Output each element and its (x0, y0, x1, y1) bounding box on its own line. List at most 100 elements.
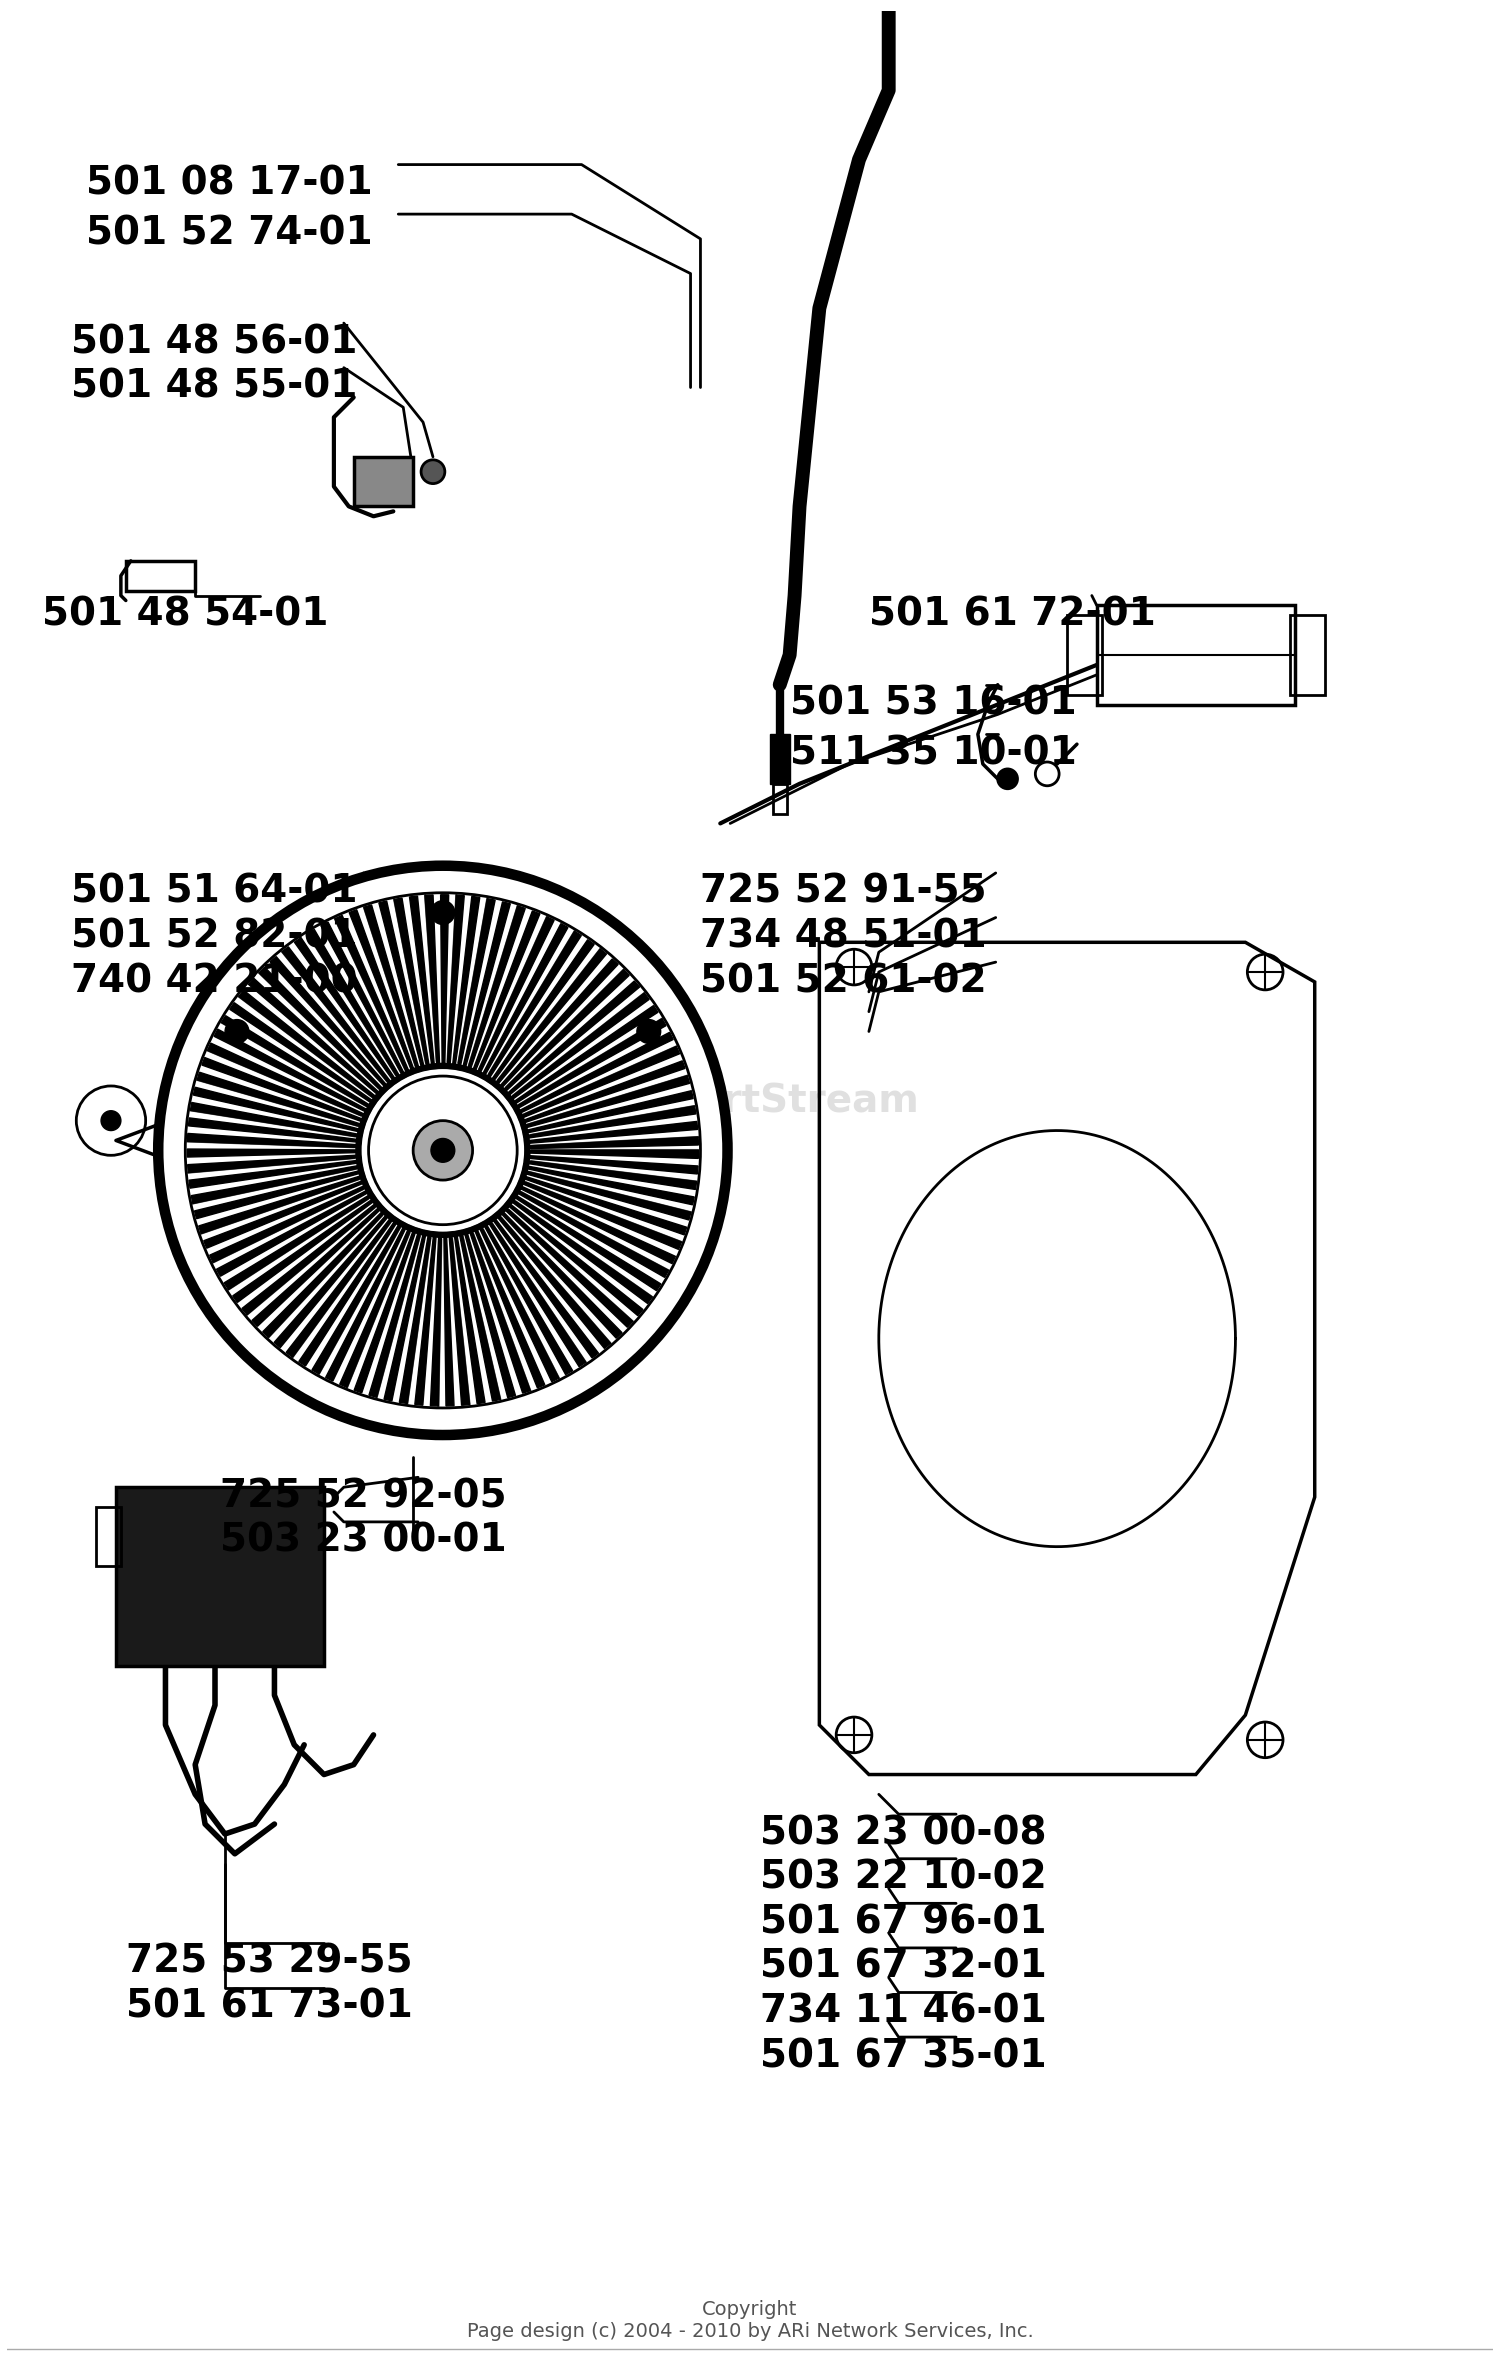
Polygon shape (530, 1161, 696, 1190)
Bar (96, 1506, 122, 1565)
Circle shape (422, 459, 446, 483)
Bar (1066, 616, 1101, 695)
Polygon shape (216, 1192, 368, 1275)
Polygon shape (189, 1118, 357, 1142)
Polygon shape (190, 1101, 357, 1137)
Polygon shape (503, 1213, 622, 1339)
Bar (116, 1487, 324, 1665)
Polygon shape (450, 1237, 470, 1406)
Polygon shape (424, 895, 439, 1063)
Bar (1290, 616, 1324, 695)
Polygon shape (492, 940, 594, 1080)
Polygon shape (194, 1087, 358, 1132)
Polygon shape (498, 1216, 610, 1349)
Polygon shape (312, 1225, 401, 1375)
Bar (354, 457, 413, 507)
Bar (772, 783, 786, 814)
Circle shape (100, 1111, 122, 1130)
Polygon shape (476, 1230, 544, 1387)
Polygon shape (520, 1187, 675, 1263)
Circle shape (998, 768, 1017, 790)
Text: 511 35 10-01: 511 35 10-01 (789, 735, 1077, 773)
Polygon shape (514, 1006, 658, 1104)
Polygon shape (454, 1237, 484, 1404)
Polygon shape (188, 1156, 356, 1173)
Polygon shape (474, 911, 540, 1071)
Text: 501 48 54-01: 501 48 54-01 (42, 595, 328, 633)
Polygon shape (465, 1235, 516, 1396)
Polygon shape (516, 1197, 662, 1292)
Polygon shape (526, 1075, 690, 1128)
Polygon shape (484, 1225, 573, 1375)
Polygon shape (488, 930, 582, 1078)
Text: 501 67 32-01: 501 67 32-01 (760, 1948, 1047, 1986)
Polygon shape (524, 1182, 681, 1249)
Polygon shape (512, 992, 650, 1099)
Polygon shape (480, 1228, 560, 1382)
Text: 501 61 72-01: 501 61 72-01 (868, 595, 1155, 633)
Polygon shape (334, 916, 408, 1071)
Polygon shape (509, 980, 639, 1094)
Text: ARi PartStream: ARi PartStream (582, 1082, 918, 1121)
Polygon shape (364, 904, 419, 1068)
Circle shape (362, 1068, 524, 1232)
Polygon shape (238, 990, 375, 1097)
Text: 501 48 55-01: 501 48 55-01 (72, 369, 357, 407)
Polygon shape (444, 1237, 454, 1406)
Polygon shape (519, 1192, 669, 1278)
Polygon shape (294, 937, 394, 1080)
Polygon shape (394, 897, 429, 1066)
Text: 501 52 74-01: 501 52 74-01 (86, 214, 374, 252)
Polygon shape (192, 1166, 357, 1204)
Polygon shape (504, 971, 628, 1090)
Text: 725 52 92-05: 725 52 92-05 (220, 1477, 507, 1515)
Polygon shape (528, 1090, 693, 1132)
Text: 501 48 56-01: 501 48 56-01 (72, 324, 357, 362)
Polygon shape (230, 1002, 372, 1101)
Circle shape (413, 1121, 472, 1180)
Polygon shape (380, 902, 423, 1066)
Polygon shape (470, 1232, 531, 1394)
Polygon shape (286, 1220, 392, 1356)
Polygon shape (453, 897, 480, 1063)
Text: 503 23 00-08: 503 23 00-08 (760, 1815, 1047, 1853)
Polygon shape (214, 1030, 366, 1111)
Polygon shape (530, 1121, 698, 1144)
Text: 501 08 17-01: 501 08 17-01 (86, 164, 374, 202)
Text: 501 52 61-02: 501 52 61-02 (700, 961, 987, 999)
Polygon shape (496, 949, 606, 1082)
Polygon shape (510, 1204, 644, 1316)
Polygon shape (189, 1161, 357, 1187)
Polygon shape (489, 1223, 586, 1366)
Polygon shape (530, 1151, 699, 1159)
Polygon shape (195, 1170, 358, 1218)
Text: 740 42 21-00: 740 42 21-00 (72, 961, 358, 999)
Text: 725 53 29-55: 725 53 29-55 (126, 1944, 412, 1982)
Circle shape (164, 871, 723, 1430)
Polygon shape (282, 947, 390, 1082)
Polygon shape (513, 1201, 652, 1304)
Text: 503 22 10-02: 503 22 10-02 (760, 1858, 1047, 1896)
Text: 503 23 00-01: 503 23 00-01 (220, 1523, 507, 1561)
Polygon shape (530, 1137, 699, 1149)
Polygon shape (242, 1204, 376, 1316)
Polygon shape (204, 1182, 363, 1249)
Text: 501 53 16-01: 501 53 16-01 (789, 685, 1077, 723)
Text: 725 52 91-55: 725 52 91-55 (700, 873, 987, 911)
Bar (126, 561, 195, 590)
Polygon shape (525, 1061, 686, 1123)
Polygon shape (464, 902, 510, 1066)
Polygon shape (525, 1178, 687, 1235)
Polygon shape (260, 968, 382, 1090)
Circle shape (430, 1140, 454, 1163)
Polygon shape (416, 1237, 436, 1406)
Text: 501 52 82-01: 501 52 82-01 (72, 918, 358, 956)
Polygon shape (518, 1018, 666, 1109)
Text: 734 11 46-01: 734 11 46-01 (760, 1994, 1047, 2032)
Polygon shape (528, 1166, 694, 1204)
Polygon shape (520, 1032, 674, 1113)
Polygon shape (494, 1220, 598, 1358)
Polygon shape (530, 1156, 698, 1173)
Polygon shape (298, 1223, 396, 1366)
Polygon shape (308, 930, 399, 1075)
